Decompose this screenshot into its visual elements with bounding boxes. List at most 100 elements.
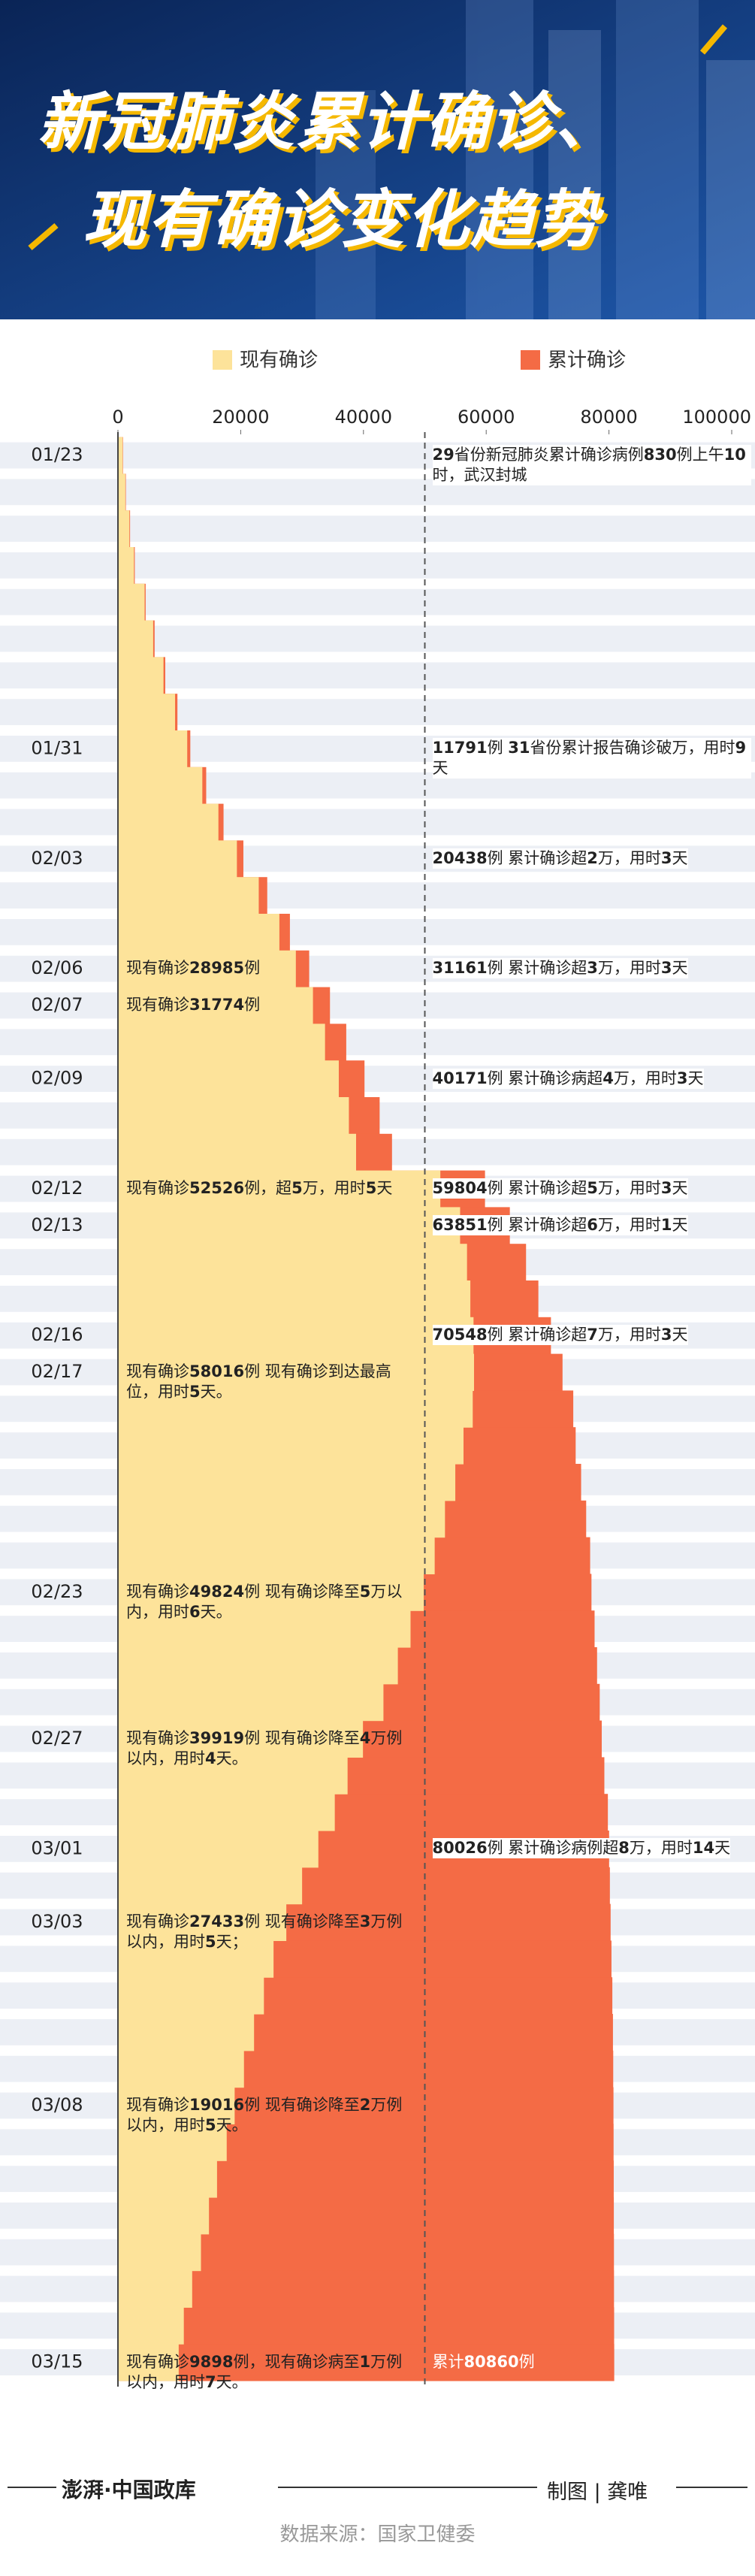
annotation-text: 现有确诊 <box>126 1912 189 1930</box>
bar <box>118 1940 274 1978</box>
bar <box>118 1170 441 1208</box>
bar <box>118 1647 398 1685</box>
annotation-text: 14 <box>692 1839 715 1858</box>
x-tick-label: 20000 <box>212 407 269 428</box>
annotation-text: 现有确诊 <box>126 959 189 978</box>
annotation: 现有确诊9898例，现有确诊病至1万例以内，用时7天。 <box>126 2352 418 2393</box>
row-stripe <box>0 516 755 542</box>
annotation-text: 累计 <box>432 2352 464 2371</box>
annotation-text: 万以内，用时 <box>126 1582 403 1621</box>
row-stripe <box>0 809 755 836</box>
annotation-text: 例 累计确诊超 <box>487 1215 587 1234</box>
annotation-text: 2 <box>359 2096 371 2114</box>
annotation-text: 万，用时 <box>597 1179 661 1197</box>
bar <box>118 1683 384 1722</box>
bar <box>118 2087 235 2124</box>
y-tick-label: 03/01 <box>31 1837 83 1858</box>
row-stripe <box>0 588 755 615</box>
y-tick-label: 01/31 <box>31 737 83 758</box>
annotation-text: 例 现有确诊到达最高位，用时 <box>126 1362 391 1401</box>
bar <box>118 2050 244 2088</box>
annotation-text: 31774 <box>189 996 245 1014</box>
bar <box>118 1207 461 1244</box>
annotation-text: 例 现有确诊降至 <box>244 1729 360 1747</box>
bar <box>118 2197 210 2235</box>
annotation-text: 9 <box>735 739 747 757</box>
y-tick-label: 03/08 <box>31 2094 83 2115</box>
annotation-text: 3 <box>660 1326 672 1344</box>
row-stripe <box>0 699 755 725</box>
y-tick-label: 02/16 <box>31 1324 83 1345</box>
annotation-text: 例 累计确诊超 <box>487 848 587 867</box>
footer-credit: 制图 | 龚唯 <box>547 2481 648 2504</box>
annotation: 现有确诊27433例 现有确诊降至3万例以内，用时5天； <box>126 1912 418 1952</box>
y-tick-label: 02/13 <box>31 1214 83 1235</box>
annotation-text: 59804 <box>432 1179 488 1197</box>
annotation: 现有确诊39919例 现有确诊降至4万例以内，用时4天。 <box>126 1728 418 1769</box>
y-tick-label: 03/03 <box>31 1911 83 1932</box>
annotation-text: 万例以内，用时 <box>126 2352 403 2391</box>
annotation-text: 6 <box>587 1215 598 1234</box>
annotation-text: 天 <box>687 1069 704 1087</box>
annotation-text: 例 <box>244 959 261 978</box>
annotation-text: 3 <box>587 959 598 978</box>
annotation-text: 4 <box>205 1749 216 1767</box>
annotation: 现有确诊19016例 现有确诊降至2万例以内，用时5天。 <box>126 2095 418 2136</box>
annotation-text: 5 <box>205 2116 216 2134</box>
annotation-text: 3 <box>660 848 672 867</box>
annotation-text: 天。 <box>200 1383 232 1401</box>
annotation: 11791例 31省份累计报告确诊破万，用时9 天 <box>432 738 751 779</box>
bar <box>118 877 259 915</box>
annotation-text: 万，用时 <box>597 959 661 978</box>
annotation-text: 3 <box>676 1069 688 1087</box>
annotation: 40171例 累计确诊病超4万，用时3天 <box>432 1068 704 1089</box>
footer-logo: 澎湃·中国政库 <box>62 2478 196 2502</box>
bar <box>118 1060 339 1098</box>
annotation-text: 天； <box>216 1933 248 1951</box>
header-background <box>0 0 755 319</box>
annotation-text: 天 <box>672 1326 688 1344</box>
bar <box>118 1867 303 1905</box>
annotation-text: 3 <box>660 1179 672 1197</box>
annotation: 现有确诊58016例 现有确诊到达最高位，用时5天。 <box>126 1362 418 1402</box>
annotation-text: 现有确诊 <box>126 1582 189 1601</box>
title-line: 新冠肺炎累计确诊、 <box>38 85 620 159</box>
bar <box>118 1977 264 2015</box>
bar <box>118 2307 184 2345</box>
row-stripe <box>0 919 755 945</box>
bar <box>118 473 125 511</box>
annotation-text: 39919 <box>189 1729 245 1747</box>
annotation-text: 现有确诊 <box>126 1362 189 1380</box>
bar <box>118 1427 464 1465</box>
row-stripe <box>0 552 755 579</box>
y-tick-label: 02/17 <box>31 1361 83 1382</box>
bar <box>118 2270 615 2308</box>
header-accent <box>28 222 59 251</box>
annotation-text: 80860 <box>464 2352 519 2371</box>
annotation-text: 现有确诊 <box>126 1179 189 1197</box>
footer-source: 数据来源：国家卫健委 <box>279 2523 476 2546</box>
annotation-text: 例 <box>518 2352 535 2371</box>
annotation-text: 天 <box>432 759 448 778</box>
annotation-text: 例 现有确诊降至 <box>244 1912 360 1930</box>
annotation: 现有确诊31774例 <box>126 995 260 1015</box>
annotation-text: 31 <box>508 739 530 757</box>
annotation-text: 5 <box>587 1179 598 1197</box>
bar <box>118 547 134 585</box>
bar <box>118 694 176 731</box>
annotation: 累计80860例 <box>433 2352 535 2372</box>
annotation-text: 天 <box>714 1839 731 1858</box>
annotation-text: 29 <box>432 446 455 464</box>
annotation-text: 19016 <box>189 2096 245 2114</box>
legend-swatch <box>213 350 232 370</box>
annotation-text: 例 <box>487 739 509 757</box>
y-tick-label: 02/23 <box>31 1581 83 1602</box>
annotation-text: 万，用时 <box>613 1069 677 1087</box>
annotation-text: 例 <box>244 996 261 1014</box>
bar <box>118 1097 349 1135</box>
x-tick-label: 60000 <box>458 407 515 428</box>
bar <box>118 803 219 841</box>
bar <box>118 1023 325 1061</box>
annotation-text: 天 <box>672 848 688 867</box>
